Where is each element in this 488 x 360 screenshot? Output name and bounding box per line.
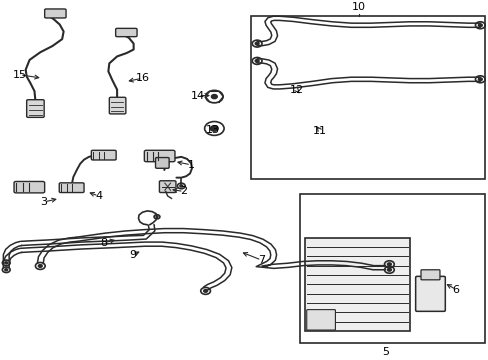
Text: 12: 12 bbox=[289, 85, 304, 95]
FancyBboxPatch shape bbox=[415, 276, 445, 311]
FancyBboxPatch shape bbox=[306, 310, 335, 330]
FancyBboxPatch shape bbox=[44, 9, 66, 18]
Circle shape bbox=[477, 24, 481, 27]
Circle shape bbox=[211, 95, 217, 99]
Circle shape bbox=[180, 185, 183, 187]
FancyBboxPatch shape bbox=[155, 158, 169, 168]
Text: 14: 14 bbox=[191, 91, 205, 100]
FancyBboxPatch shape bbox=[144, 150, 175, 162]
Text: 5: 5 bbox=[381, 347, 388, 357]
Circle shape bbox=[255, 59, 259, 62]
FancyBboxPatch shape bbox=[27, 100, 44, 117]
Circle shape bbox=[386, 263, 390, 266]
Bar bbox=[300, 194, 484, 343]
Text: 15: 15 bbox=[13, 70, 27, 80]
Text: 8: 8 bbox=[100, 238, 107, 248]
Text: 6: 6 bbox=[451, 284, 459, 294]
Text: 11: 11 bbox=[312, 126, 326, 135]
FancyBboxPatch shape bbox=[159, 181, 176, 193]
Text: 7: 7 bbox=[258, 255, 264, 265]
Text: 13: 13 bbox=[205, 125, 220, 135]
Circle shape bbox=[210, 126, 218, 131]
FancyBboxPatch shape bbox=[109, 97, 125, 114]
Circle shape bbox=[386, 269, 390, 271]
FancyBboxPatch shape bbox=[116, 28, 137, 37]
Circle shape bbox=[255, 42, 259, 45]
Text: 9: 9 bbox=[129, 250, 136, 260]
Circle shape bbox=[203, 289, 207, 292]
Text: 3: 3 bbox=[41, 197, 47, 207]
Text: 10: 10 bbox=[351, 3, 365, 13]
Text: 2: 2 bbox=[180, 186, 187, 197]
Bar bbox=[305, 238, 409, 331]
Circle shape bbox=[5, 269, 8, 271]
Circle shape bbox=[38, 265, 42, 267]
Circle shape bbox=[5, 262, 8, 264]
Bar bbox=[250, 16, 484, 179]
Circle shape bbox=[477, 78, 481, 81]
Text: 4: 4 bbox=[95, 191, 102, 201]
FancyBboxPatch shape bbox=[59, 183, 84, 193]
Circle shape bbox=[156, 216, 158, 217]
FancyBboxPatch shape bbox=[420, 270, 439, 280]
FancyBboxPatch shape bbox=[91, 150, 116, 160]
Text: 1: 1 bbox=[187, 160, 194, 170]
Text: 16: 16 bbox=[135, 73, 149, 83]
FancyBboxPatch shape bbox=[14, 181, 44, 193]
